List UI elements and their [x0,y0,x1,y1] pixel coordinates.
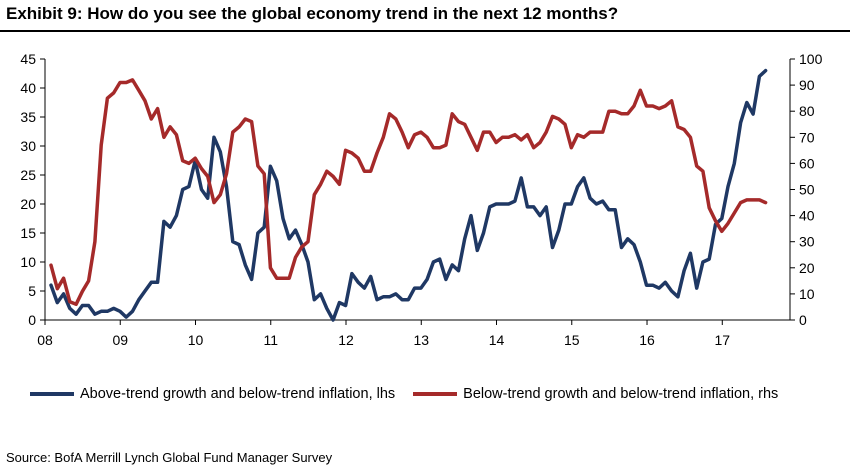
chart-title: Exhibit 9: How do you see the global eco… [6,4,619,23]
legend-swatch-lhs [30,392,74,396]
source-note: Source: BofA Merrill Lynch Global Fund M… [6,450,333,465]
y-right-tick-label: 60 [799,155,815,171]
chart-series [49,68,768,322]
title-divider [0,30,850,32]
y-right-tick-label: 30 [799,234,815,250]
y-left-tick-label: 20 [20,196,36,212]
y-left-tick-label: 45 [20,51,36,67]
x-tick-label: 11 [263,332,278,348]
y-right-tick-label: 100 [799,51,823,67]
x-tick-label: 17 [714,332,730,348]
legend-label-lhs: Above-trend growth and below-trend infla… [80,386,396,402]
y-right-tick-label: 40 [799,208,815,224]
x-tick-label: 16 [639,332,655,348]
legend-item-rhs: Below-trend growth and below-trend infla… [413,386,778,402]
series-line-lhs [49,68,768,322]
legend: Above-trend growth and below-trend infla… [30,386,796,402]
x-tick-label: 09 [112,332,128,348]
y-left-tick-label: 35 [20,109,36,125]
y-right-tick-label: 0 [799,312,807,328]
y-left-tick-label: 40 [20,80,36,96]
series-line-rhs [49,78,768,307]
y-left-tick-label: 0 [28,312,36,328]
chart-axes: 0510152025303540450102030405060708090100… [20,51,822,348]
y-right-tick-label: 80 [799,103,815,119]
y-left-tick-label: 30 [20,138,36,154]
legend-swatch-rhs [413,392,458,396]
x-tick-label: 12 [338,332,354,348]
y-right-tick-label: 70 [799,129,815,145]
y-right-tick-label: 20 [799,260,815,276]
line-chart: 0510152025303540450102030405060708090100… [20,51,822,348]
legend-item-lhs: Above-trend growth and below-trend infla… [30,386,395,402]
x-tick-label: 08 [37,332,53,348]
y-left-tick-label: 5 [28,283,36,299]
x-tick-label: 10 [188,332,204,348]
y-right-tick-label: 50 [799,182,815,198]
x-tick-label: 13 [413,332,429,348]
y-left-tick-label: 10 [20,254,36,270]
x-tick-label: 14 [489,332,505,348]
y-left-tick-label: 25 [20,167,36,183]
y-right-tick-label: 90 [799,77,815,93]
legend-label-rhs: Below-trend growth and below-trend infla… [463,386,779,402]
x-tick-label: 15 [564,332,580,348]
y-right-tick-label: 10 [799,286,815,302]
y-left-tick-label: 15 [20,225,36,241]
